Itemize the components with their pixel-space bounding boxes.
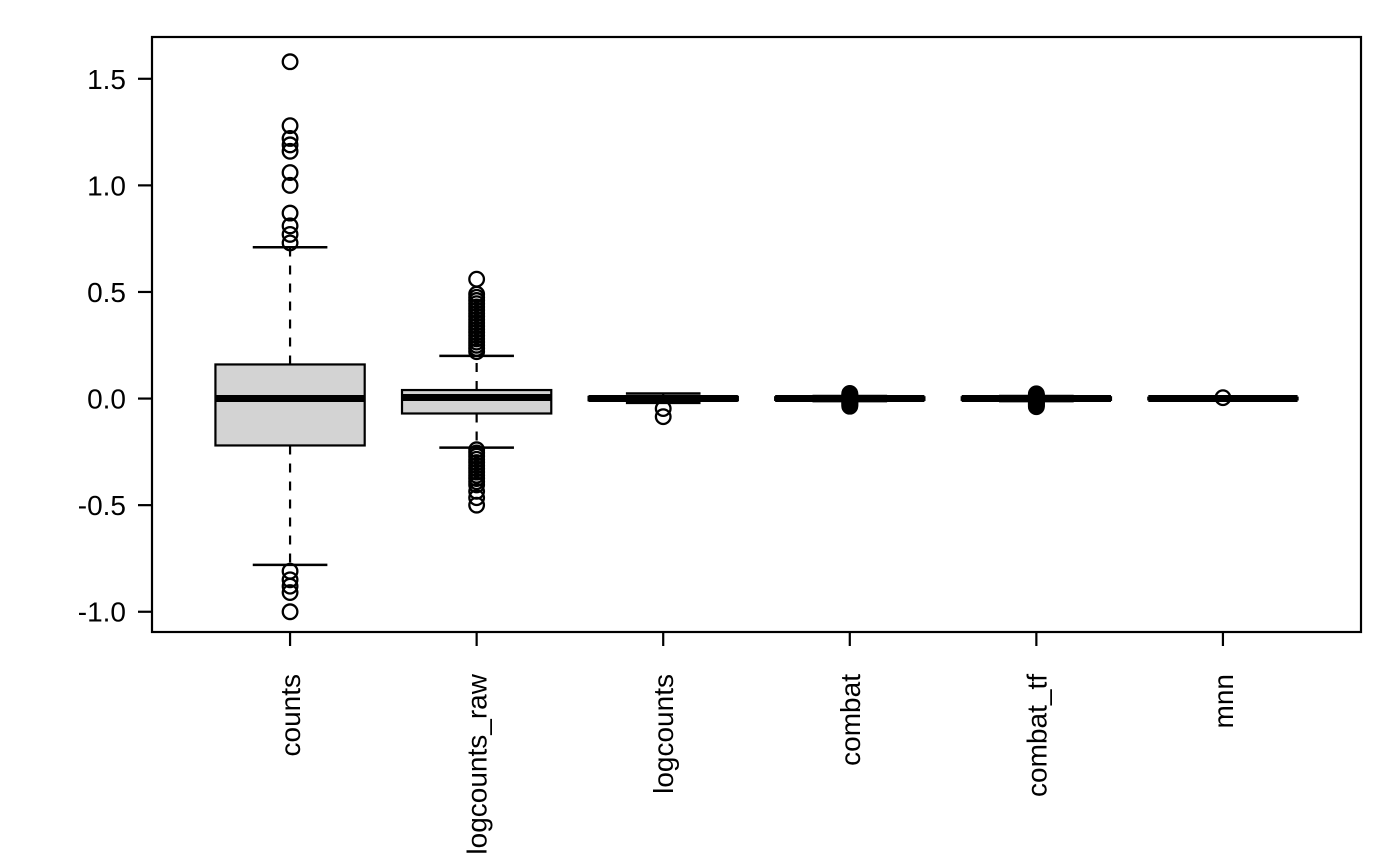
x-axis-tick-label: logcounts	[648, 674, 679, 794]
box-iqr	[400, 388, 553, 415]
x-axis-tick-label: mnn	[1208, 674, 1239, 728]
box-iqr	[214, 363, 366, 447]
y-axis-tick-label: 1.0	[87, 170, 126, 201]
x-axis-tick-label: counts	[275, 674, 306, 757]
outlier-point	[281, 53, 299, 71]
outlier-point	[281, 562, 299, 580]
plot-border	[150, 35, 1363, 634]
y-axis-tick-label: -1.0	[78, 597, 126, 628]
outlier-point	[281, 130, 299, 147]
outlier-point	[281, 136, 299, 154]
outlier-point	[281, 217, 299, 235]
outlier-point	[468, 476, 486, 494]
outlier-point	[468, 489, 486, 507]
x-axis-tick-label: combat	[835, 674, 866, 766]
outlier-point	[468, 270, 486, 288]
outlier-point	[654, 408, 672, 426]
outlier-point	[468, 343, 486, 361]
outlier-point	[281, 584, 299, 602]
outlier-point	[281, 225, 299, 243]
outlier-point	[281, 176, 299, 194]
outlier-point	[654, 400, 672, 418]
outlier-point	[281, 117, 299, 135]
outlier-point	[1214, 389, 1232, 407]
outlier-point	[468, 496, 486, 514]
outlier-point	[281, 204, 299, 222]
outlier-point	[281, 603, 299, 621]
outlier-point	[281, 142, 299, 160]
outlier-point	[281, 234, 299, 252]
y-axis-tick-label: 0.0	[87, 384, 126, 415]
x-axis-tick-label: combat_tf	[1021, 674, 1052, 797]
outlier-point	[281, 571, 299, 589]
outlier-point	[1027, 398, 1045, 416]
y-axis-tick-label: 0.5	[87, 277, 126, 308]
y-axis-tick-label: 1.5	[87, 64, 126, 95]
outlier-point	[281, 164, 299, 182]
x-axis-tick-label: logcounts_raw	[462, 673, 493, 854]
outlier-point	[281, 577, 299, 595]
outlier-point	[841, 397, 859, 415]
y-axis-tick-label: -0.5	[78, 490, 126, 521]
